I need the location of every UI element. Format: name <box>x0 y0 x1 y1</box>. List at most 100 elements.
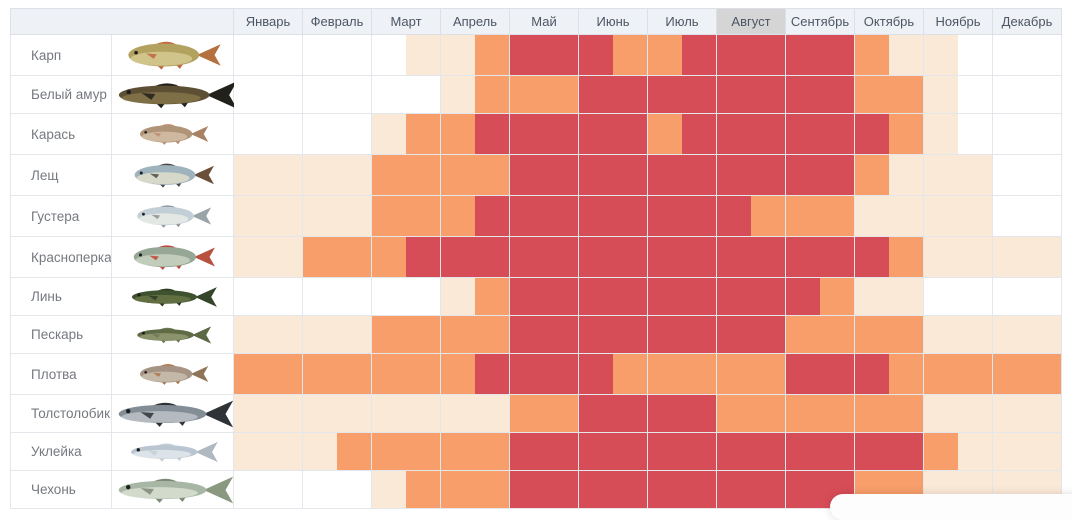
activity-half-high <box>579 354 613 394</box>
activity-half-pair <box>993 278 1061 315</box>
activity-half-high <box>751 237 785 277</box>
activity-half-none <box>303 114 337 154</box>
activity-half-pair <box>648 237 716 277</box>
activity-cell-month-3 <box>371 470 441 509</box>
activity-half-none <box>303 278 337 315</box>
activity-half-high <box>648 278 682 315</box>
activity-half-high <box>820 155 854 195</box>
activity-cell-month-3 <box>371 432 441 471</box>
activity-half-high <box>544 155 578 195</box>
activity-half-pair <box>510 76 578 113</box>
activity-cell-month-5 <box>509 470 579 509</box>
activity-half-none <box>268 114 302 154</box>
month-header-7[interactable]: Июль <box>647 8 717 35</box>
activity-half-high <box>613 114 647 154</box>
fish-row-6: Красноперка <box>10 236 1062 278</box>
activity-half-none <box>268 35 302 75</box>
activity-half-pair <box>234 433 302 470</box>
activity-cell-month-5 <box>509 113 579 155</box>
activity-half-low <box>993 316 1027 353</box>
activity-half-pair <box>303 395 371 432</box>
month-header-2[interactable]: Февраль <box>302 8 372 35</box>
activity-cell-month-9 <box>785 315 855 354</box>
fish-name: Уклейка <box>10 432 112 471</box>
activity-half-high <box>613 395 647 432</box>
activity-cell-month-8 <box>716 470 786 509</box>
activity-half-high <box>855 237 889 277</box>
activity-half-high <box>579 395 613 432</box>
activity-cell-month-6 <box>578 470 648 509</box>
activity-half-medium <box>337 433 371 470</box>
activity-half-pair <box>648 354 716 394</box>
activity-half-high <box>613 155 647 195</box>
activity-half-low <box>337 395 371 432</box>
activity-half-pair <box>648 35 716 75</box>
activity-half-low <box>268 316 302 353</box>
activity-cell-month-2 <box>302 34 372 76</box>
activity-half-high <box>648 76 682 113</box>
activity-half-pair <box>855 114 923 154</box>
bottom-floating-widget[interactable] <box>830 494 1072 520</box>
fish-row-7: Линь <box>10 277 1062 316</box>
activity-cell-month-7 <box>647 277 717 316</box>
month-header-8[interactable]: Август <box>716 8 786 35</box>
activity-half-high <box>510 114 544 154</box>
activity-half-pair <box>717 395 785 432</box>
activity-half-high <box>579 278 613 315</box>
month-header-1[interactable]: Январь <box>233 8 303 35</box>
activity-cell-month-2 <box>302 353 372 395</box>
month-header-12[interactable]: Декабрь <box>992 8 1062 35</box>
fish-name: Чехонь <box>10 470 112 509</box>
activity-cell-month-1 <box>233 432 303 471</box>
activity-half-none <box>234 278 268 315</box>
activity-half-pair <box>855 433 923 470</box>
activity-half-medium <box>372 196 406 236</box>
activity-cell-month-7 <box>647 154 717 196</box>
activity-half-high <box>544 354 578 394</box>
grass-carp-fish-icon <box>118 80 238 109</box>
activity-half-none <box>993 76 1027 113</box>
activity-cell-month-11 <box>923 315 993 354</box>
activity-half-medium <box>751 196 785 236</box>
month-header-3[interactable]: Март <box>371 8 441 35</box>
activity-half-pair <box>648 395 716 432</box>
activity-half-pair <box>717 316 785 353</box>
activity-half-high <box>544 278 578 315</box>
month-header-9[interactable]: Сентябрь <box>785 8 855 35</box>
activity-half-pair <box>717 433 785 470</box>
activity-half-high <box>613 471 647 508</box>
activity-half-pair <box>303 237 371 277</box>
activity-half-pair <box>786 395 854 432</box>
activity-half-pair <box>303 433 371 470</box>
activity-half-high <box>889 433 923 470</box>
activity-half-pair <box>993 395 1061 432</box>
activity-half-pair <box>786 196 854 236</box>
activity-cell-month-1 <box>233 113 303 155</box>
activity-cell-month-4 <box>440 394 510 433</box>
month-header-5[interactable]: Май <box>509 8 579 35</box>
activity-half-high <box>751 155 785 195</box>
activity-half-low <box>372 114 406 154</box>
activity-half-low <box>406 35 440 75</box>
month-header-4[interactable]: Апрель <box>440 8 510 35</box>
activity-half-low <box>234 196 268 236</box>
activity-half-pair <box>234 278 302 315</box>
activity-half-low <box>924 35 958 75</box>
activity-half-pair <box>993 155 1061 195</box>
activity-half-medium <box>889 354 923 394</box>
month-header-6[interactable]: Июнь <box>578 8 648 35</box>
activity-half-low <box>924 237 958 277</box>
activity-cell-month-11 <box>923 75 993 114</box>
activity-cell-month-4 <box>440 75 510 114</box>
activity-half-low <box>889 278 923 315</box>
activity-half-high <box>475 196 509 236</box>
activity-cell-month-5 <box>509 154 579 196</box>
activity-cell-month-12 <box>992 236 1062 278</box>
activity-half-pair <box>234 76 302 113</box>
activity-half-high <box>751 316 785 353</box>
month-header-10[interactable]: Октябрь <box>854 8 924 35</box>
activity-half-none <box>1027 196 1061 236</box>
activity-half-none <box>303 76 337 113</box>
month-header-11[interactable]: Ноябрь <box>923 8 993 35</box>
activity-half-none <box>337 471 371 508</box>
